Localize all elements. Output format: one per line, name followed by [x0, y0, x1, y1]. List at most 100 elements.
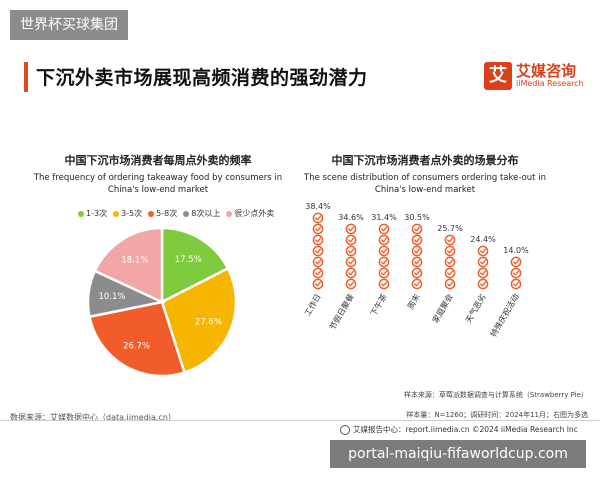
watermark-banner: 世界杯买球集团 [10, 10, 128, 40]
report-center-text: 艾媒报告中心：report.iimedia.cn ©2024 iiMedia R… [353, 425, 578, 434]
check-mark [315, 259, 322, 265]
report-center-line: 艾媒报告中心：report.iimedia.cn ©2024 iiMedia R… [340, 424, 578, 435]
check-icon [378, 245, 390, 257]
check-icon [444, 245, 456, 257]
check-icon [378, 223, 390, 235]
legend-swatch [183, 210, 190, 217]
check-icon [510, 278, 522, 290]
check-mark [381, 226, 388, 232]
check-mark [315, 281, 322, 287]
pie-slice [88, 300, 186, 378]
check-icon [411, 278, 423, 290]
pie-slice-label: 26.7% [123, 341, 150, 351]
check-mark [513, 270, 520, 276]
check-mark [348, 281, 355, 287]
bar-column [510, 256, 522, 290]
check-mark [315, 270, 322, 276]
check-icon [345, 267, 357, 279]
check-mark [381, 259, 388, 265]
check-mark [414, 226, 421, 232]
brand-name-en: iiMedia Research [516, 79, 584, 88]
legend-label: 1-3次 [86, 209, 108, 218]
check-icon [378, 234, 390, 246]
check-mark [480, 281, 487, 287]
check-mark [348, 248, 355, 254]
check-icon [312, 245, 324, 257]
pie-slice-label: 17.5% [175, 255, 202, 265]
check-icon [411, 256, 423, 268]
bar-column [444, 234, 456, 290]
legend-swatch [226, 210, 233, 217]
check-icon [312, 267, 324, 279]
check-icon [510, 256, 522, 268]
check-mark [447, 237, 454, 243]
check-icon [378, 256, 390, 268]
bar-value-label: 38.4% [305, 202, 331, 211]
brand-logo-icon: 艾 [484, 62, 512, 90]
pie-slice [160, 226, 230, 305]
check-mark [348, 259, 355, 265]
url-banner: portal-maiqiu-fifaworldcup.com [330, 440, 586, 468]
bar-column [477, 245, 489, 290]
check-mark [381, 281, 388, 287]
brand-logo-block: 艾 艾媒咨询 iiMedia Research [484, 60, 588, 94]
legend-label: 很少点外卖 [234, 209, 275, 218]
check-mark [414, 237, 421, 243]
pie-slice [160, 266, 238, 375]
check-icon [345, 223, 357, 235]
check-mark [414, 248, 421, 254]
check-icon [411, 234, 423, 246]
check-mark [348, 237, 355, 243]
bar-value-label: 25.7% [437, 224, 463, 233]
check-icon [345, 245, 357, 257]
legend-label: 3-5次 [121, 209, 143, 218]
check-icon [378, 267, 390, 279]
bar-chart-subtitle: The scene distribution of consumers orde… [304, 173, 546, 195]
legend-swatch [148, 210, 155, 217]
legend-item: 3-5次 [113, 208, 142, 219]
pie-slice-label: 18.1% [121, 256, 148, 266]
bar-category-label: 工作日 [302, 292, 323, 318]
bar-chart: 38.4% 工作日 34.6% 节假日聚餐 31.4% 下午茶 30.5% 周末 25.7% 家庭… [302, 202, 529, 339]
footer-divider [0, 420, 600, 421]
bar-value-label: 30.5% [404, 213, 430, 222]
bar-category-label: 家庭聚会 [430, 292, 455, 325]
data-source-note: 数据来源：艾媒数据中心（data.iimedia.cn） [10, 413, 176, 422]
check-icon [477, 278, 489, 290]
check-mark [381, 248, 388, 254]
check-mark [447, 281, 454, 287]
pie-legend: 1-3次 3-5次 5-8次 8次以上 很少点外卖 [78, 208, 280, 219]
check-mark [315, 215, 322, 221]
sample-info-note: 样本量：N=1260；调研时间：2024年11月；右图为多选 [406, 411, 588, 419]
check-icon [312, 223, 324, 235]
check-mark [414, 259, 421, 265]
check-mark [315, 248, 322, 254]
headline-accent-bar [24, 62, 28, 92]
check-icon [477, 256, 489, 268]
check-mark [447, 270, 454, 276]
pie-chart: 17.5% 27.6% 26.7% 10.1% 18.1% [86, 226, 238, 378]
check-mark [414, 281, 421, 287]
legend-label: 8次以上 [191, 209, 221, 218]
check-mark [381, 237, 388, 243]
bar-column [378, 223, 390, 290]
pie-slice [93, 226, 164, 304]
check-mark [480, 270, 487, 276]
pie-chart-title: 中国下沉市场消费者每周点外卖的频率 [64, 154, 252, 167]
bar-column [345, 223, 357, 290]
check-mark [480, 248, 487, 254]
check-mark [348, 226, 355, 232]
bar-category-label: 下午茶 [368, 292, 389, 318]
bar-category-label: 特殊庆祝活动 [488, 292, 521, 339]
bar-column [411, 223, 423, 290]
check-icon [345, 278, 357, 290]
check-icon [312, 234, 324, 246]
check-icon [510, 267, 522, 279]
check-icon [312, 212, 324, 224]
bar-category-label: 周末 [405, 292, 422, 311]
legend-item: 很少点外卖 [226, 208, 274, 219]
check-icon [411, 267, 423, 279]
check-mark [315, 226, 322, 232]
check-mark [447, 248, 454, 254]
legend-swatch [113, 210, 120, 217]
